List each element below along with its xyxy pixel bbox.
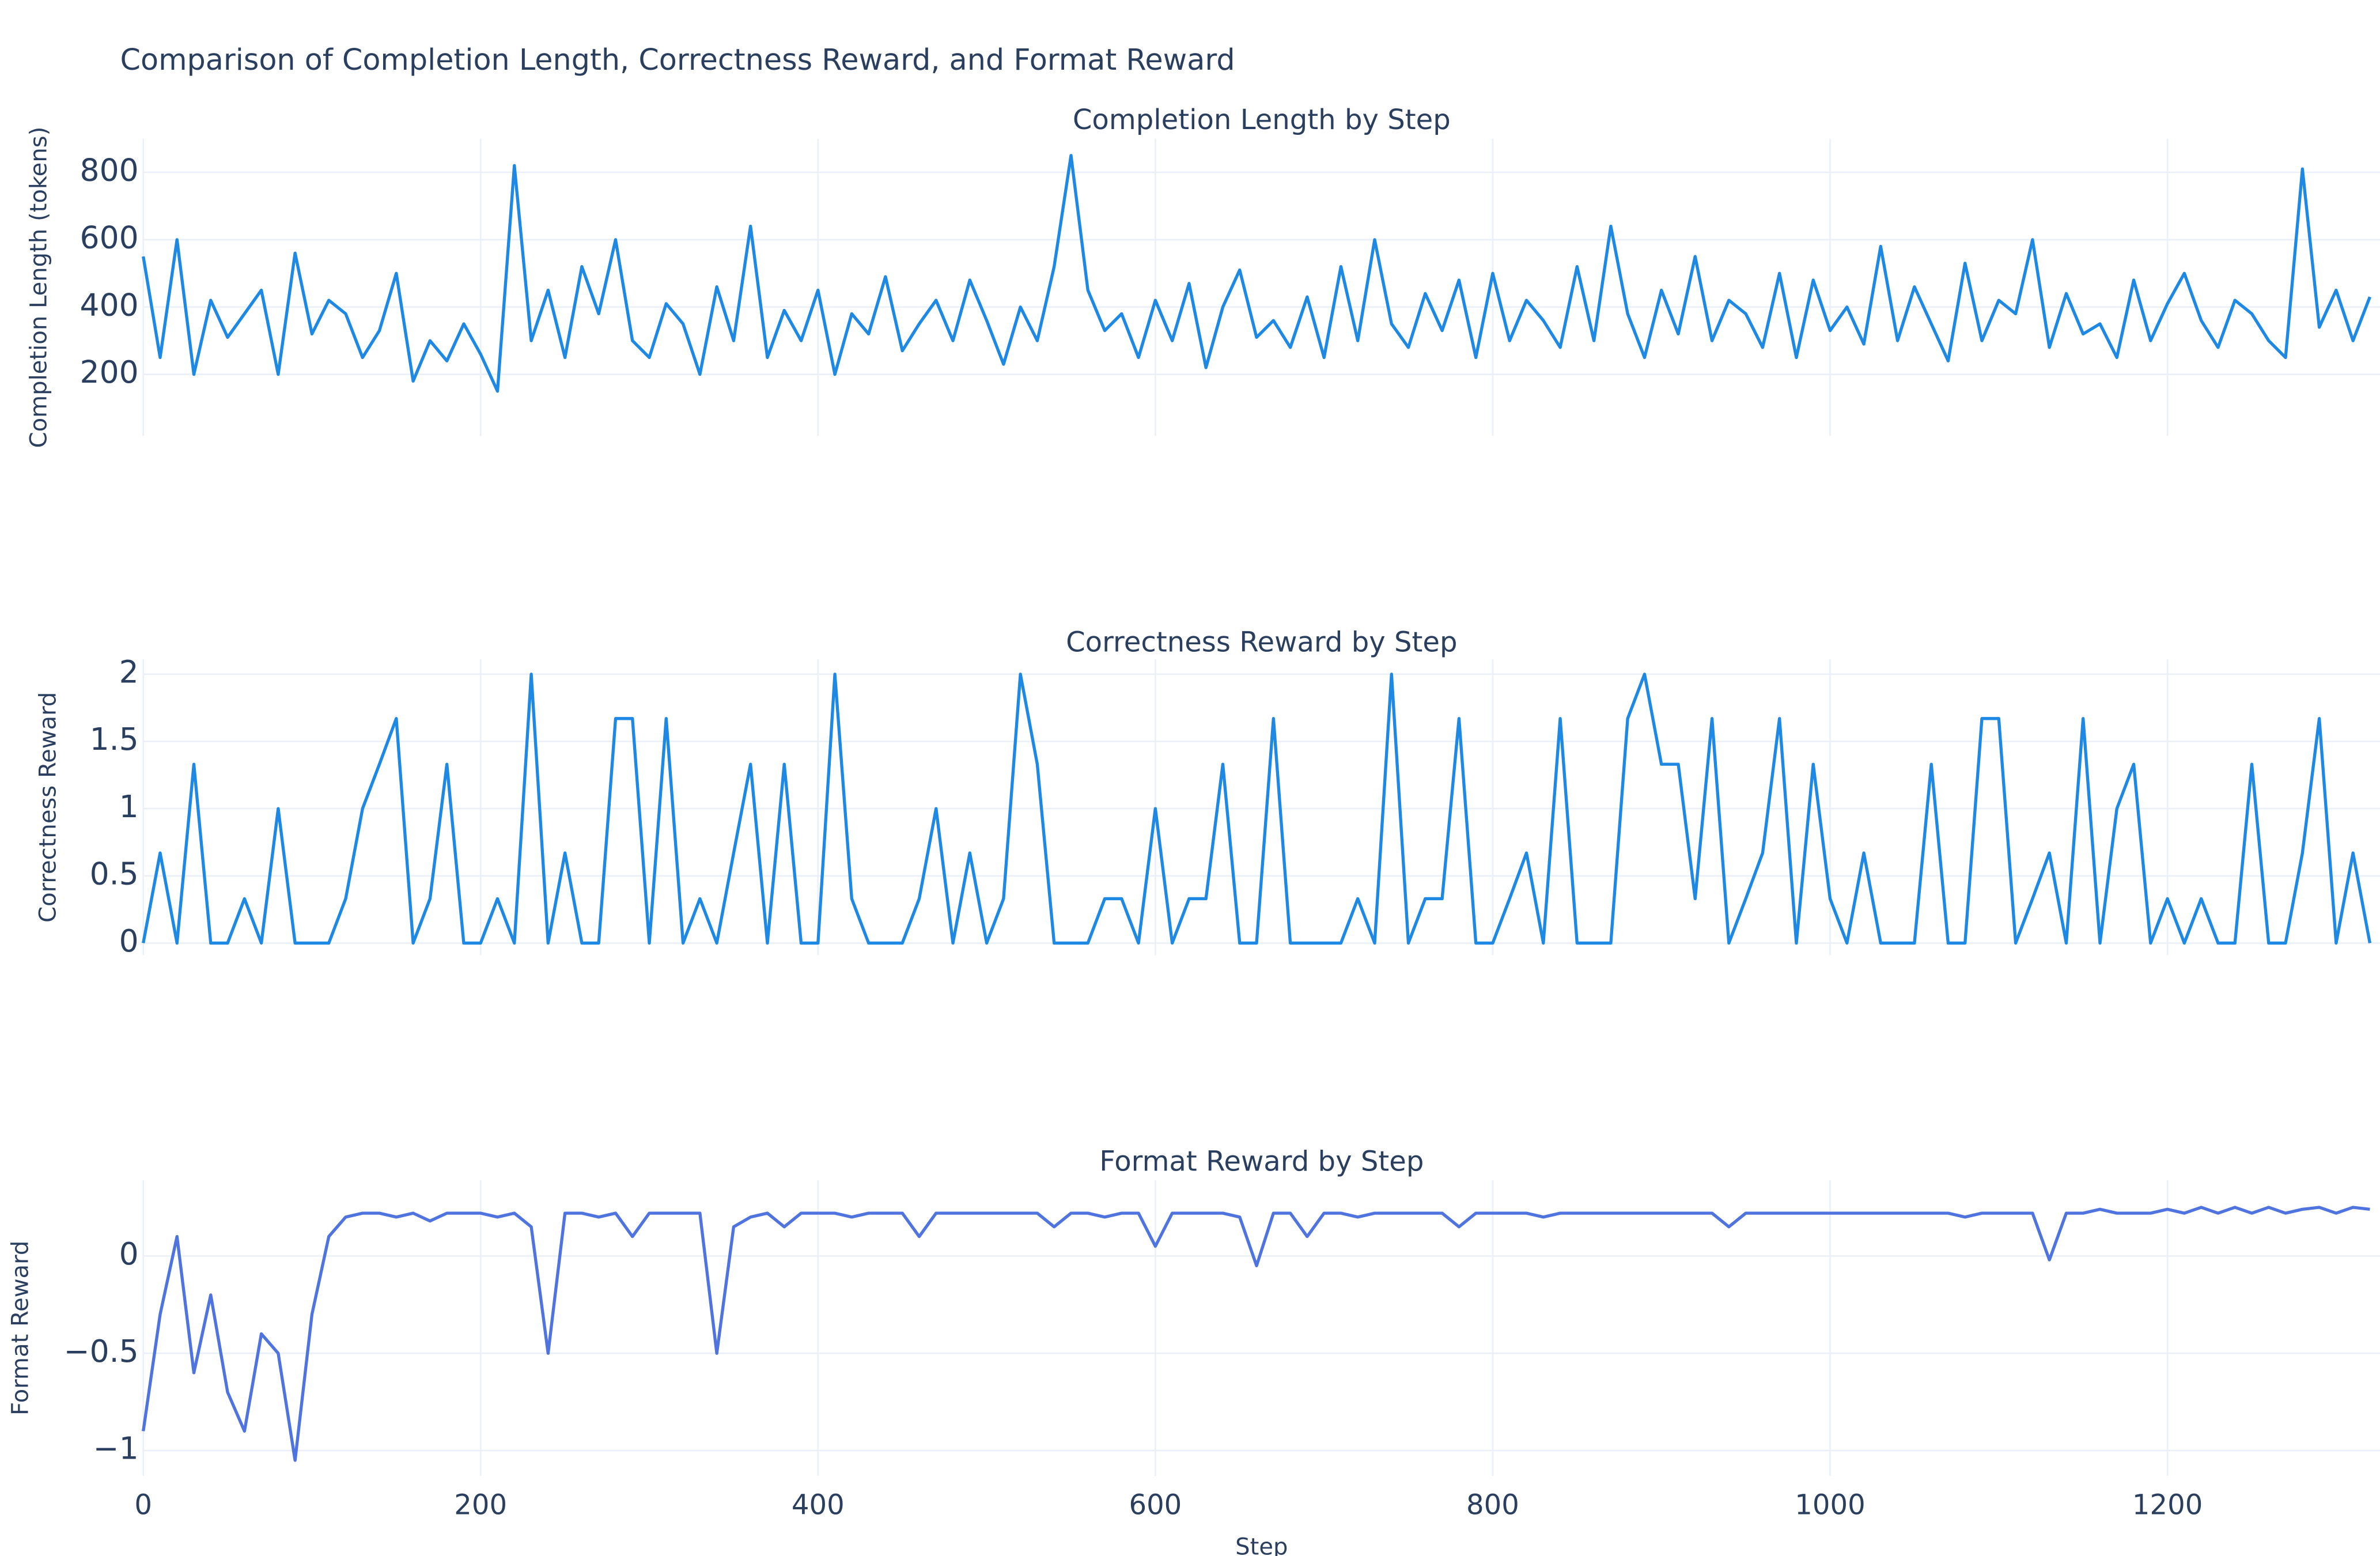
x-axis-label: Step bbox=[1235, 1534, 1288, 1556]
y-axis-label: Correctness Reward bbox=[35, 692, 62, 923]
y-axis-label: Completion Length (tokens) bbox=[26, 127, 52, 448]
y-axis-label: Format Reward bbox=[7, 1241, 33, 1415]
y-tick-label: 0 bbox=[119, 923, 139, 959]
x-tick-label: 1200 bbox=[2132, 1489, 2203, 1521]
y-tick-label: 2 bbox=[119, 654, 139, 690]
x-tick-label: 1000 bbox=[1795, 1489, 1865, 1521]
x-tick-label: 400 bbox=[792, 1489, 845, 1521]
y-tick-label: 200 bbox=[80, 354, 139, 390]
y-tick-label: 1.5 bbox=[90, 721, 139, 757]
x-tick-label: 200 bbox=[454, 1489, 507, 1521]
x-tick-label: 0 bbox=[134, 1489, 152, 1521]
y-tick-label: 800 bbox=[80, 152, 139, 188]
figure-title: Comparison of Completion Length, Correct… bbox=[120, 43, 1235, 77]
x-tick-label: 600 bbox=[1129, 1489, 1182, 1521]
y-tick-label: −1 bbox=[93, 1430, 139, 1467]
y-tick-label: 1 bbox=[119, 788, 139, 825]
y-tick-label: 0.5 bbox=[90, 855, 139, 892]
y-tick-label: 600 bbox=[80, 220, 139, 256]
data-line bbox=[142, 154, 2371, 393]
subplot-title: Completion Length by Step bbox=[1073, 104, 1451, 136]
data-line bbox=[142, 1206, 2370, 1462]
subplot-title: Format Reward by Step bbox=[1099, 1145, 1424, 1177]
data-line bbox=[142, 673, 2372, 945]
x-tick-label: 800 bbox=[1466, 1489, 1519, 1521]
subplot-title: Correctness Reward by Step bbox=[1066, 626, 1457, 658]
y-tick-label: 0 bbox=[119, 1236, 139, 1272]
y-tick-label: 400 bbox=[80, 286, 139, 323]
y-tick-label: −0.5 bbox=[64, 1333, 139, 1369]
